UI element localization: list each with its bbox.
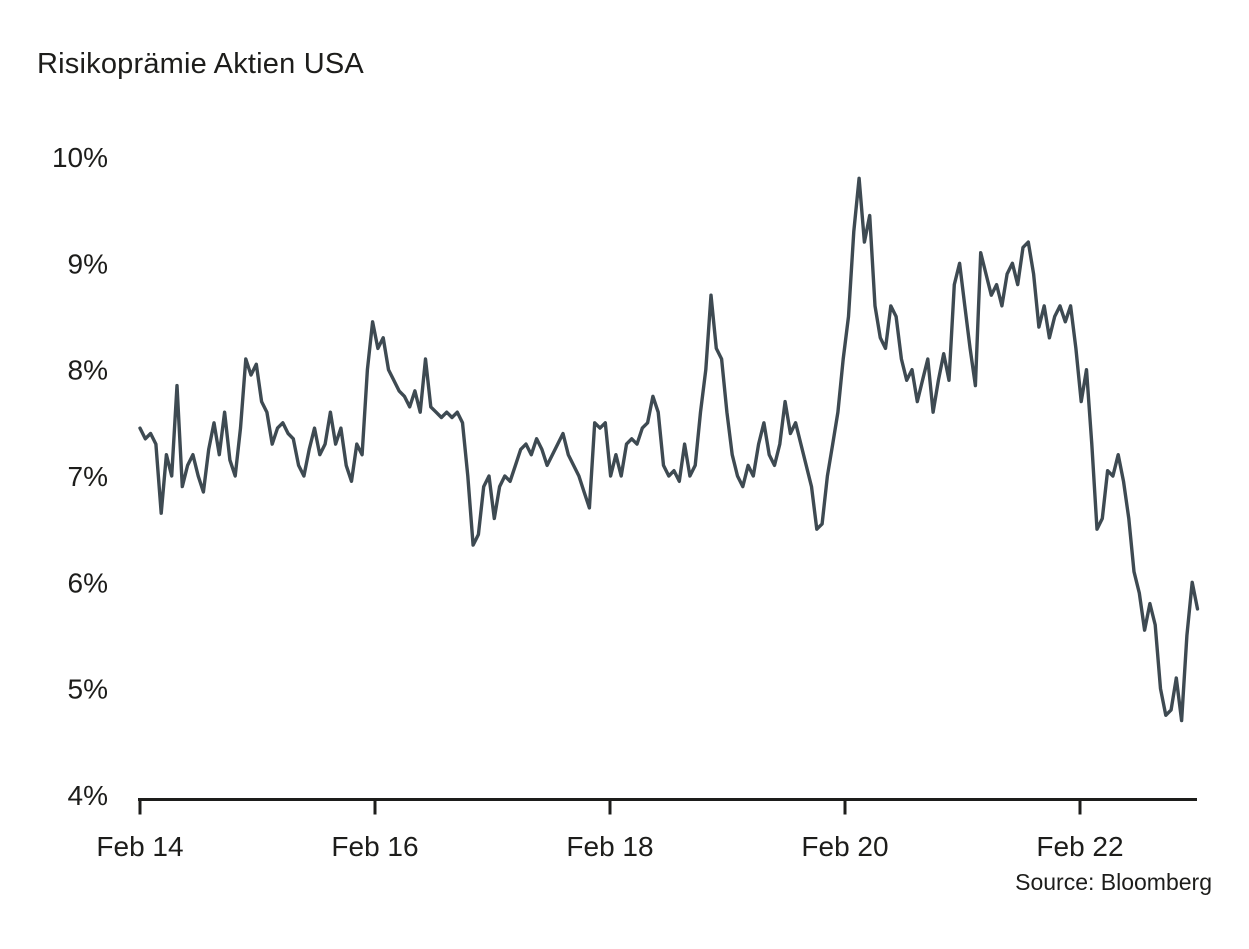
y-tick-label: 8% [68,355,108,386]
y-tick-label: 5% [68,674,108,705]
chart-title: Risikoprämie Aktien USA [37,48,364,80]
y-tick-label: 9% [68,248,108,279]
x-tick-label: Feb 14 [96,831,183,862]
y-tick-label: 10% [52,142,108,173]
y-tick-label: 6% [68,567,108,598]
x-tick-label: Feb 20 [801,831,888,862]
x-tick-label: Feb 16 [331,831,418,862]
x-tick-label: Feb 22 [1036,831,1123,862]
y-tick-label: 7% [68,461,108,492]
x-tick-label: Feb 18 [566,831,653,862]
y-tick-label: 4% [68,780,108,811]
data-line-risk-premium [138,176,1200,723]
source-attribution: Source: Bloomberg [1015,869,1212,895]
